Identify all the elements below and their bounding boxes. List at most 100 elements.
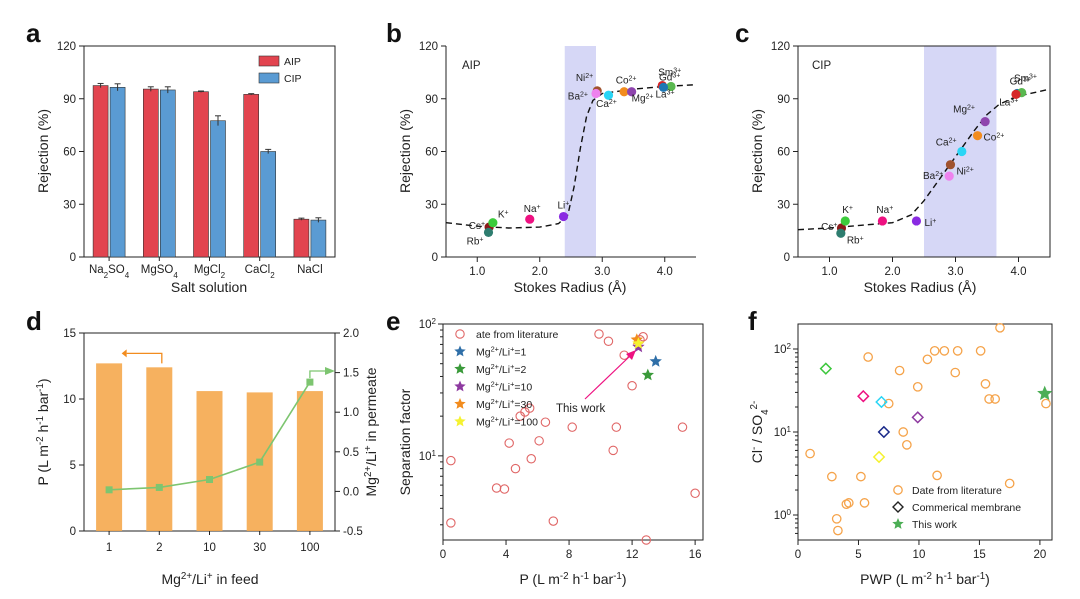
panel-b-xlabel: Stokes Radius (Å) bbox=[514, 279, 627, 295]
panel-d-xtick-label: 1 bbox=[106, 542, 112, 554]
panel-b-ylabel: Rejection (%) bbox=[397, 109, 413, 193]
panel-b-ytick-label: 90 bbox=[425, 94, 438, 106]
panel-d-ytick-right-label: 0.0 bbox=[343, 486, 359, 498]
panel-f-literature-point bbox=[827, 471, 837, 482]
panel-b-point-label: Ni2+ bbox=[576, 72, 593, 84]
panel-e-xtick-label: 16 bbox=[689, 549, 702, 561]
panel-e-literature-point bbox=[446, 455, 456, 466]
panel-a-ytick-label: 30 bbox=[63, 199, 76, 211]
panel-c-ylabel: Rejection (%) bbox=[749, 109, 765, 193]
panel-e-literature-point bbox=[567, 422, 577, 432]
panel-a-bar-cip bbox=[160, 89, 176, 258]
panel-f-literature-point bbox=[984, 394, 994, 404]
panel-c-point-label: Mg2+ bbox=[953, 104, 975, 116]
panel-a-bar-cip bbox=[109, 87, 126, 258]
panel-letter-a: a bbox=[26, 18, 41, 48]
panel-d-bar bbox=[96, 363, 123, 531]
panel-b-point-label: K+ bbox=[498, 209, 509, 221]
panel-a-legend-label: CIP bbox=[284, 73, 302, 85]
panel-b-point-gd3plus bbox=[666, 81, 676, 92]
panel-f-legend-marker bbox=[893, 485, 903, 495]
panel-d-ytick-right-label: 0.5 bbox=[343, 447, 359, 459]
panel-e-legend-label: Mg2+/Li+=30 bbox=[476, 397, 532, 412]
panel-a-category-label: Na2SO4 bbox=[89, 264, 130, 280]
panel-a-ytick-label: 120 bbox=[57, 41, 76, 53]
panel-e-literature-point bbox=[534, 436, 544, 446]
panel-d-line-marker bbox=[306, 378, 314, 386]
panel-c-point-label: La3+ bbox=[999, 97, 1018, 109]
panel-e-legend-marker bbox=[454, 345, 466, 357]
panel-c-xlabel: Stokes Radius (Å) bbox=[864, 279, 977, 295]
panel-b-point-liplus bbox=[558, 211, 569, 222]
panel-e-annotation-arrow-head bbox=[626, 350, 636, 360]
panel-e-literature-point bbox=[627, 381, 637, 391]
panel-b-point-label: Ca2+ bbox=[596, 99, 617, 111]
panel-a-bar-aip bbox=[243, 94, 259, 258]
panel-b-point-label: Mg2+ bbox=[632, 93, 654, 105]
panel-f-commercial-diamond bbox=[857, 389, 870, 403]
panel-c-scatter: Stokes Radius (Å) Rejection (%) CIP 0 30 6… bbox=[749, 41, 1051, 295]
panel-c-point-label: Ca2+ bbox=[936, 137, 957, 149]
panel-b-point-label: Li+ bbox=[558, 200, 570, 212]
panel-c-point-sm3plus bbox=[1011, 89, 1021, 99]
panel-letter-e: e bbox=[386, 306, 400, 336]
panel-f-literature-point bbox=[898, 427, 909, 437]
panel-e-literature-point bbox=[608, 445, 618, 456]
panel-b-point-la3plus bbox=[658, 82, 669, 92]
panel-c-point-label: Rb+ bbox=[847, 235, 864, 247]
panel-b-point-label: La3+ bbox=[656, 89, 675, 101]
panel-e-literature-point bbox=[524, 403, 535, 413]
panel-f-literature-point bbox=[952, 345, 963, 356]
panel-e-annotation-arrow bbox=[584, 355, 631, 400]
panel-c-fit-curve bbox=[797, 88, 1051, 231]
panel-a-bar-aip bbox=[193, 91, 209, 258]
panel-e-this-work-label: This work bbox=[556, 403, 605, 415]
panel-f-xtick-label: 15 bbox=[973, 549, 986, 561]
panel-c-point-label: Ni2+ bbox=[956, 166, 973, 178]
panel-e-literature-point bbox=[690, 488, 700, 499]
panel-e-literature-point bbox=[540, 417, 551, 427]
panel-a-bar-cip bbox=[260, 151, 277, 258]
panel-c-point-label: Ba2+ bbox=[923, 171, 943, 183]
panel-e-legend-label: Mg2+/Li+=2 bbox=[476, 362, 527, 377]
panel-f-literature-point bbox=[843, 498, 854, 508]
panel-e-xtick-label: 12 bbox=[626, 549, 639, 561]
panel-e-literature-point bbox=[499, 484, 510, 494]
panel-a-category-label: NaCl bbox=[297, 264, 323, 276]
panel-f-literature-point bbox=[894, 365, 905, 376]
panel-c-xtick-label: 4.0 bbox=[1011, 266, 1027, 278]
panel-f-literature-point bbox=[929, 345, 940, 356]
panel-b-ytick-label: 120 bbox=[419, 41, 438, 53]
panel-f-literature-point bbox=[975, 345, 986, 356]
panel-e-legend-label: Mg2+/Li+=10 bbox=[476, 379, 532, 394]
panel-f-literature-point bbox=[863, 352, 874, 362]
panel-a-bar-chart: Salt solution Rejection (%) 0 30 60 90 120 Na… bbox=[35, 41, 336, 295]
panel-e-literature-point bbox=[638, 332, 648, 342]
panel-d-xlabel: Mg2+/Li+ in feed bbox=[161, 571, 258, 588]
panel-a-bar-aip bbox=[143, 88, 159, 258]
panel-letter-b: b bbox=[386, 18, 402, 48]
panel-a-category-label: MgSO4 bbox=[141, 264, 179, 280]
panel-e-legend-marker bbox=[454, 415, 466, 427]
panel-c-point-label: Sm3+ bbox=[1014, 73, 1037, 85]
panel-e-literature-point bbox=[491, 483, 502, 493]
panel-d-left-arrow-head bbox=[121, 349, 127, 358]
panel-f-legend-label: Date from literature bbox=[912, 485, 1002, 497]
panel-b-xtick-label: 3.0 bbox=[594, 266, 610, 278]
panel-b-xtick-label: 2.0 bbox=[532, 266, 548, 278]
panel-b-point-naplus bbox=[525, 214, 535, 224]
panel-e-ytick-label: 102 bbox=[419, 317, 437, 332]
panel-letter-f: f bbox=[748, 306, 757, 336]
panel-d-line-marker bbox=[105, 486, 113, 494]
panel-b-xtick-label: 1.0 bbox=[469, 266, 485, 278]
panel-b-point-rbplus bbox=[483, 227, 494, 237]
panel-a-bar-aip bbox=[92, 85, 109, 258]
panel-f-xtick-label: 0 bbox=[795, 549, 801, 561]
panel-c-point-label: K+ bbox=[842, 204, 853, 216]
panel-d-xtick-label: 100 bbox=[300, 542, 319, 554]
panel-a-legend-swatch bbox=[258, 72, 280, 84]
panel-b-point-label: Cs+ bbox=[469, 221, 485, 233]
panel-c-tag: CIP bbox=[812, 60, 832, 72]
panel-b-ytick-label: 60 bbox=[425, 147, 438, 159]
panel-f-literature-point bbox=[1041, 398, 1051, 409]
